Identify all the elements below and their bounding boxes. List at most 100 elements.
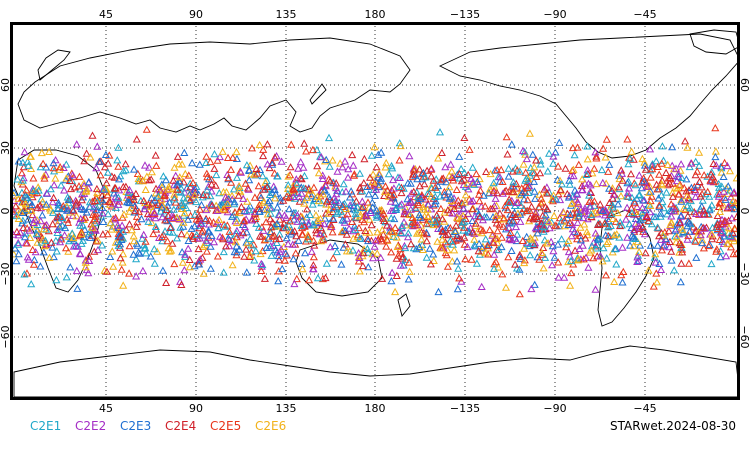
observation-marker [377,148,386,156]
observation-marker [171,171,180,179]
observation-marker [406,205,415,213]
observation-marker [392,271,401,279]
observation-marker [48,219,57,228]
observation-marker [431,183,440,191]
observation-marker [195,260,204,268]
observation-marker [730,188,737,196]
observation-marker [263,205,272,213]
observation-marker [576,205,585,213]
observation-marker [115,197,124,205]
observation-marker [293,217,302,225]
observation-marker [98,191,107,199]
observation-marker [185,255,194,263]
observation-marker [642,212,652,220]
observation-marker [118,258,127,266]
observation-marker [372,185,381,193]
observation-marker [531,212,541,220]
observation-marker [354,257,363,265]
observation-marker [103,168,112,176]
observation-marker [202,236,211,244]
observation-marker [19,223,28,231]
observation-marker [635,223,644,231]
observation-marker [395,156,404,164]
observation-marker [491,194,500,202]
observation-marker [693,231,702,240]
observation-marker [48,198,57,206]
observation-marker [147,167,156,176]
observation-marker [573,254,582,262]
observation-marker [510,234,519,242]
observation-marker [36,216,45,225]
observation-marker [286,170,295,179]
observation-marker [58,213,67,222]
observation-marker [580,179,590,187]
observation-marker [332,189,341,198]
observation-marker [178,199,187,207]
observation-marker [56,237,65,246]
observation-marker [714,179,723,187]
observation-marker [684,186,694,194]
observation-marker [300,139,309,147]
observation-marker [354,223,364,232]
observation-marker [262,243,271,251]
observation-marker [227,178,236,186]
observation-marker [131,206,140,214]
observation-marker [207,187,216,195]
observation-marker [250,256,259,264]
observation-marker [454,264,463,272]
observation-marker [606,210,615,218]
observation-marker [49,158,58,167]
observation-marker [204,228,213,236]
observation-marker [44,226,53,235]
observation-marker [259,145,268,153]
observation-marker [178,247,187,256]
observation-marker [208,201,217,209]
observation-marker [150,259,159,267]
observation-marker [260,185,269,193]
observation-marker [636,215,645,224]
observation-marker [651,212,661,221]
observation-marker [368,177,377,185]
observation-marker [578,185,587,193]
observation-marker [678,226,687,234]
observation-marker [724,182,733,190]
observation-marker [201,216,210,224]
observation-marker [26,233,35,241]
observation-marker [550,253,559,261]
observation-marker [537,199,546,207]
observation-marker [539,243,548,251]
observation-marker [434,154,443,162]
observation-marker [444,187,453,195]
observation-marker [372,213,381,221]
observation-marker [518,236,527,244]
observation-marker [365,215,374,223]
observation-marker [698,196,707,204]
observation-marker [106,218,115,227]
observation-marker [297,221,306,229]
observation-marker [73,242,82,250]
observation-marker [119,249,128,258]
observation-marker [526,234,535,242]
observation-marker [270,153,279,161]
observation-marker [25,226,34,234]
observation-marker [51,155,60,164]
observation-marker [355,169,364,177]
observation-marker [712,247,721,255]
observation-marker [459,211,468,219]
observation-marker [675,218,684,227]
observation-marker [482,213,491,221]
observation-marker [62,273,71,281]
observation-marker [389,227,398,236]
observation-marker [475,196,484,205]
observation-marker [442,177,451,186]
observation-marker [548,197,558,205]
observation-marker [582,170,591,178]
observation-marker [644,200,653,208]
observation-marker [48,208,58,216]
observation-marker [181,250,190,258]
observation-marker [310,241,319,249]
observation-marker [504,172,513,180]
observation-marker [543,204,552,213]
observation-marker [313,216,322,224]
observation-marker [263,210,272,218]
